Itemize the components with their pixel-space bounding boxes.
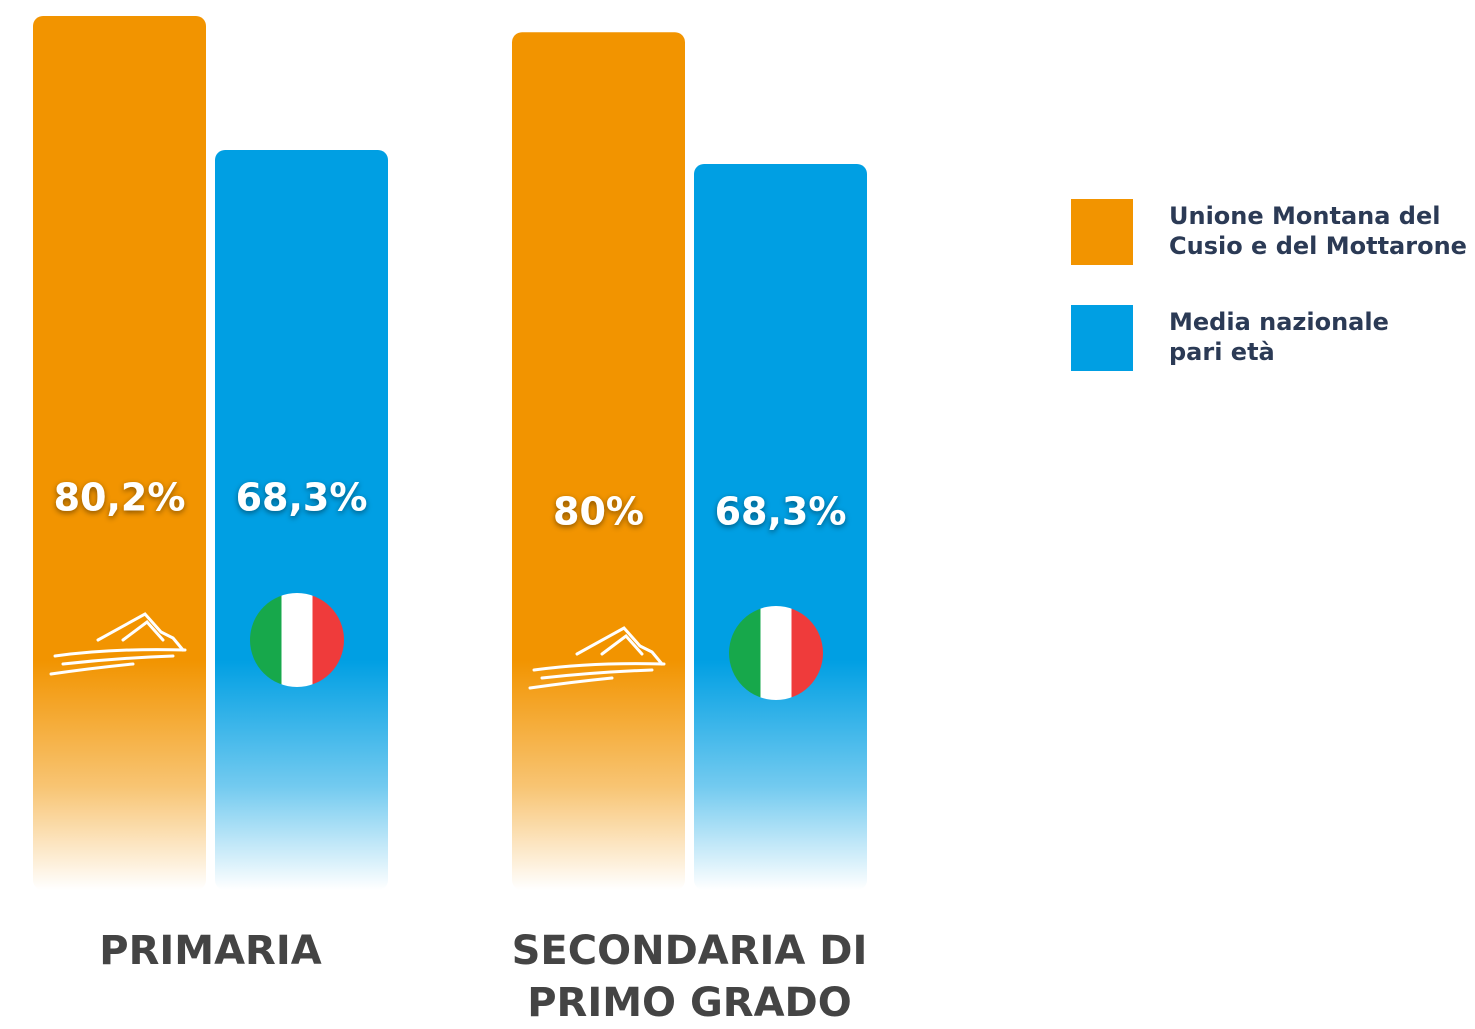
value-label: 80% [553, 490, 644, 534]
legend-swatch [1071, 199, 1133, 265]
bar [694, 163, 867, 890]
water-stroke [53, 648, 187, 658]
bar [33, 15, 206, 891]
mountain-stroke [575, 626, 664, 666]
water-stroke [49, 662, 135, 676]
flag-white [760, 606, 792, 700]
bar [215, 149, 388, 890]
mountain-icon [528, 626, 666, 690]
water-stroke [540, 668, 654, 680]
mountain-stroke [600, 633, 644, 656]
mountain-stroke [96, 612, 185, 652]
flag-white [281, 593, 313, 687]
water-stroke [528, 676, 614, 690]
legend-label: Unione Montana del Cusio e del Mottarone [1169, 202, 1467, 260]
value-label: 68,3% [236, 476, 368, 520]
water-stroke [61, 654, 175, 666]
value-label: 80,2% [54, 476, 186, 520]
legend-swatch [1071, 305, 1133, 371]
italy-flag [250, 593, 344, 687]
italy-flag [729, 606, 823, 700]
water-stroke [532, 662, 666, 672]
legend-label: Media nazionale pari età [1169, 308, 1389, 366]
category-label: SECONDARIA DI PRIMO GRADO [511, 928, 868, 1026]
bar [512, 32, 685, 890]
mountain-stroke [121, 619, 165, 642]
value-label: 68,3% [715, 490, 847, 534]
mountain-icon [49, 612, 187, 676]
category-label: PRIMARIA [99, 928, 322, 974]
